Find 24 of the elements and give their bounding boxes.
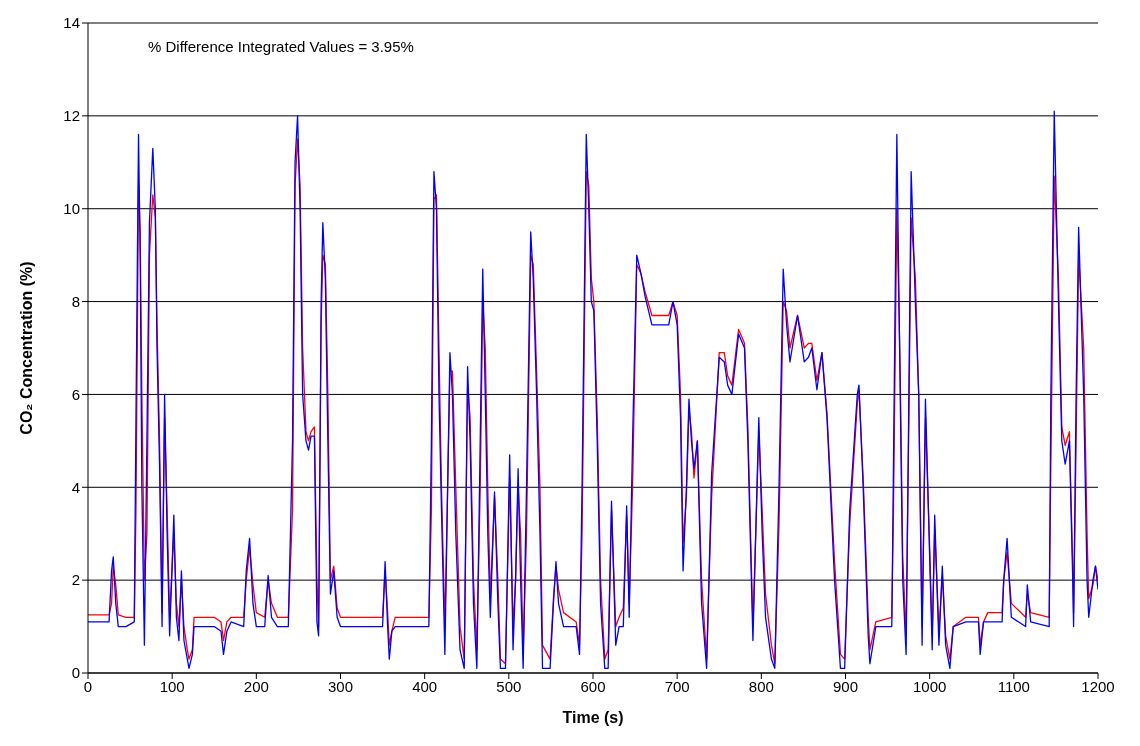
x-tick-label: 100 <box>159 677 185 695</box>
annotation: % Difference Integrated Values = 3.95% <box>148 38 414 55</box>
x-tick-label: 1000 <box>912 677 947 695</box>
y-tick-label: 4 <box>71 478 80 496</box>
x-tick-label: 200 <box>243 677 269 695</box>
x-tick-label: 0 <box>83 677 93 695</box>
x-tick-label: 400 <box>412 677 438 695</box>
y-axis-title: CO₂ Concentration (%) <box>17 261 35 435</box>
y-tick-label: 10 <box>63 200 80 218</box>
x-tick-label: 300 <box>327 677 354 695</box>
x-tick-label: 600 <box>580 677 606 695</box>
y-tick-label: 2 <box>71 571 80 589</box>
x-tick-label: 800 <box>748 677 774 695</box>
x-tick-label: 1200 <box>1081 677 1115 695</box>
x-tick-label: 500 <box>496 677 522 695</box>
y-tick-label: 8 <box>71 292 80 310</box>
y-tick-label: 12 <box>63 107 80 125</box>
x-tick-label: 700 <box>664 677 690 695</box>
y-tick-label: 14 <box>63 14 80 32</box>
y-tick-label: 0 <box>71 664 80 682</box>
x-tick-label: 900 <box>832 677 859 695</box>
x-axis-title: Time (s) <box>562 709 624 726</box>
y-tick-label: 6 <box>71 385 80 403</box>
x-tick-label: 1100 <box>997 677 1030 695</box>
